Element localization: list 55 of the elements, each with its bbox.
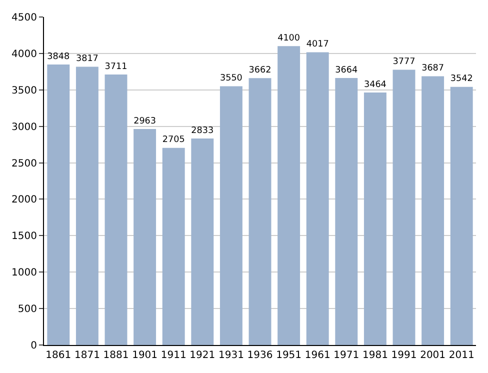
x-tick-label: 1931 [218, 350, 244, 361]
y-tick-label: 0 [30, 340, 37, 352]
data-label: 2833 [191, 126, 214, 136]
x-tick-label: 1901 [132, 350, 158, 361]
bar [392, 70, 416, 345]
y-tick-label: 4500 [12, 12, 37, 24]
y-tick-label: 4000 [12, 48, 37, 60]
bar [248, 78, 272, 345]
data-label: 2963 [134, 116, 156, 126]
data-label: 3848 [47, 52, 70, 62]
bar [335, 78, 358, 345]
y-tick-label: 500 [18, 304, 37, 316]
bar [191, 138, 214, 345]
y-tick-label: 1000 [12, 268, 37, 279]
data-label: 3777 [392, 57, 416, 68]
x-tick-label: 1991 [391, 350, 417, 361]
bar [306, 52, 329, 345]
x-tick-label: 1921 [190, 350, 216, 361]
bar [450, 86, 473, 345]
bar [220, 86, 242, 345]
bar [162, 148, 185, 345]
x-tick-label: 1951 [276, 350, 302, 361]
y-tick-label: 3000 [12, 122, 37, 133]
bar [364, 92, 386, 345]
y-tick-label: 2500 [12, 158, 37, 170]
data-label: 3664 [335, 65, 358, 76]
y-tick-label: 2000 [12, 194, 37, 206]
x-tick-label: 2011 [448, 350, 474, 361]
data-label: 4017 [306, 40, 329, 50]
y-tick-label: 1500 [12, 231, 37, 242]
data-label: 3687 [422, 64, 444, 74]
x-tick-label: 1971 [334, 350, 360, 361]
x-tick-label: 1871 [74, 350, 100, 361]
data-label: 3542 [450, 74, 473, 84]
x-tick-label: 1911 [160, 350, 186, 361]
x-tick-label: 1936 [247, 350, 273, 361]
data-label: 3550 [220, 74, 243, 84]
x-tick-label: 1861 [46, 350, 72, 361]
bar [422, 76, 444, 345]
bar [47, 64, 70, 345]
x-tick-label: 2001 [420, 350, 446, 361]
x-tick-label: 1981 [362, 350, 388, 361]
data-label: 2705 [162, 135, 185, 146]
data-label: 4100 [278, 34, 300, 44]
data-label: 3711 [104, 62, 128, 72]
bar [76, 66, 98, 345]
x-tick-label: 1961 [304, 350, 330, 361]
x-tick-label: 1881 [103, 350, 129, 361]
bar [104, 74, 128, 345]
bar [278, 46, 300, 345]
data-label: 3817 [76, 54, 98, 64]
data-label: 3662 [248, 65, 272, 76]
bar [134, 129, 156, 345]
y-tick-label: 3500 [12, 85, 37, 96]
data-label: 3464 [364, 80, 387, 90]
